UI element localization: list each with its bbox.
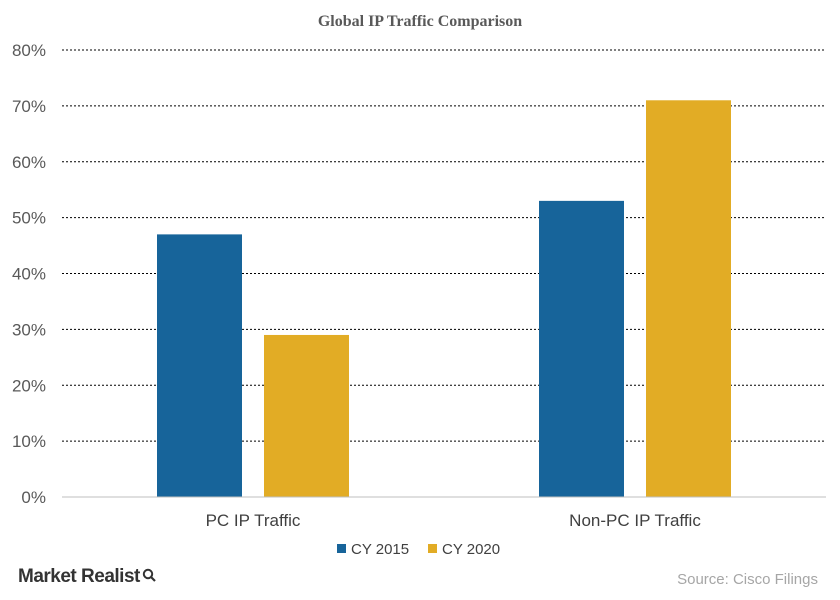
legend-label: CY 2020 — [442, 541, 500, 558]
y-axis-tick-labels: 0% 10% 20% 30% 40% 50% 60% 70% 80% — [12, 41, 46, 507]
brand-logo: Market Realist — [18, 566, 156, 588]
y-tick-label: 60% — [12, 153, 46, 172]
legend-swatch — [337, 544, 346, 553]
y-tick-label: 10% — [12, 432, 46, 451]
bar — [539, 200, 624, 498]
bars — [157, 100, 731, 498]
source-note: Source: Cisco Filings — [677, 571, 818, 588]
y-tick-label: 40% — [12, 265, 46, 284]
y-tick-label: 20% — [12, 376, 46, 395]
x-tick-label: Non-PC IP Traffic — [569, 511, 701, 530]
chart-title: Global IP Traffic Comparison — [318, 13, 522, 30]
legend-label: CY 2015 — [351, 541, 409, 558]
bar — [157, 234, 242, 497]
y-tick-label: 80% — [12, 41, 46, 60]
x-tick-label: PC IP Traffic — [206, 511, 301, 530]
legend-swatch — [428, 544, 437, 553]
y-tick-label: 30% — [12, 320, 46, 339]
bar — [646, 100, 731, 497]
brand-name: Market Realist — [18, 566, 140, 587]
legend: CY 2015 CY 2020 — [337, 541, 500, 558]
y-tick-label: 70% — [12, 97, 46, 116]
bar — [264, 334, 349, 497]
y-tick-label: 50% — [12, 209, 46, 228]
magnifier-icon — [142, 566, 156, 588]
x-axis-tick-labels: PC IP Traffic Non-PC IP Traffic — [206, 511, 702, 530]
y-tick-label: 0% — [21, 488, 46, 507]
